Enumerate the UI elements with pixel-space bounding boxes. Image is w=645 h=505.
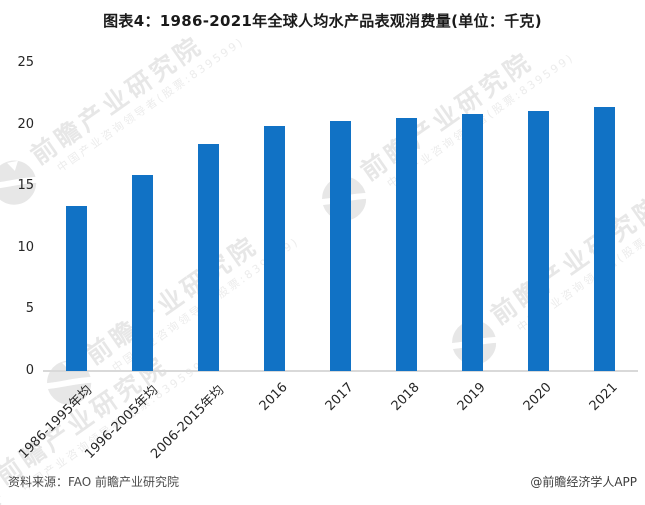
credit-note: @前瞻经济学人APP	[530, 475, 637, 489]
footer: 资料来源：FAO 前瞻产业研究院 @前瞻经济学人APP	[0, 473, 645, 490]
y-axis-tick-label: 5	[25, 301, 34, 317]
bar-slot	[43, 63, 109, 371]
x-axis-line	[43, 370, 638, 372]
bar-2021	[593, 107, 615, 371]
y-axis-tick-label: 0	[25, 363, 34, 378]
source-note: 资料来源：FAO 前瞻产业研究院	[8, 475, 180, 489]
bar-2016	[263, 126, 285, 371]
watermark: 前瞻产业研究院中国产业咨询领导者(股票:839599)	[0, 9, 248, 214]
bar-2019	[461, 114, 483, 371]
bar-slot	[505, 63, 571, 371]
qianzhan-logo-icon	[0, 160, 40, 205]
chart-title: 图表4：1986-2021年全球人均水产品表观消费量(单位：千克)	[103, 12, 542, 30]
bar-2006-2015年均	[197, 144, 219, 371]
y-axis-tick-label: 10	[17, 239, 34, 255]
bar-1996-2005年均	[131, 175, 153, 371]
bar-2017	[329, 121, 351, 371]
bar-1986-1995年均	[65, 206, 87, 371]
bar-2020	[527, 111, 549, 371]
y-axis-tick-label: 15	[17, 178, 34, 194]
bar-slot	[109, 63, 175, 371]
y-axis-tick-label: 20	[17, 116, 34, 132]
plot-area	[43, 63, 637, 371]
y-axis-tick-label: 25	[17, 55, 34, 70]
bar-slot	[571, 63, 637, 371]
bar-slot	[307, 63, 373, 371]
bar-slot	[241, 63, 307, 371]
bar-slot	[373, 63, 439, 371]
bar-slot	[439, 63, 505, 371]
bar-2018	[395, 118, 417, 371]
bar-chart: 前瞻产业研究院中国产业咨询领导者(股票:839599)前瞻产业研究院中国产业咨询…	[0, 9, 645, 505]
bar-slot	[175, 63, 241, 371]
